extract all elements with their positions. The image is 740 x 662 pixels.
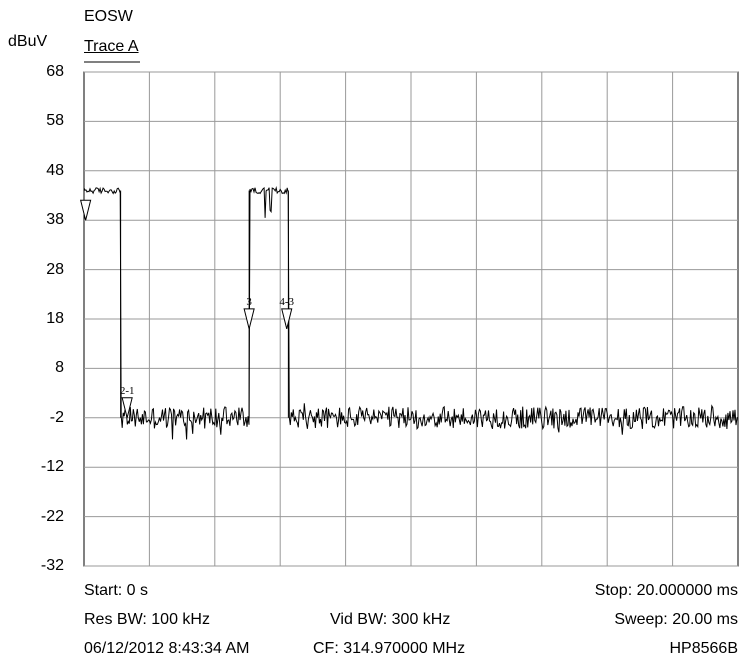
marker-label: 2-1 [120,385,135,397]
marker-triangle [79,199,92,221]
center-frequency-label: CF: 314.970000 MHz [313,640,466,657]
y-tick-label: 28 [46,260,64,278]
res-bw-label: Res BW: 100 kHz [84,611,210,628]
marker-label: 3 [246,296,252,308]
y-tick-label: 8 [55,359,64,377]
marker-triangle [121,397,133,418]
vid-bw-label: Vid BW: 300 kHz [330,611,451,628]
marker-layer: 2-1 3 4-3 [79,199,295,418]
stop-label: Stop: 20.000000 ms [594,582,738,599]
trace-a-path [83,185,739,440]
instrument-label: HP8566B [669,640,739,657]
y-tick-label: -12 [40,458,64,476]
mode-label: EOSW [84,8,133,25]
y-tick-label: 18 [46,310,64,327]
trace-label: Trace A [84,38,139,55]
y-unit-label: dBuV [8,33,48,50]
y-tick-label: 48 [46,161,64,179]
y-tick-label: 38 [46,211,64,229]
sweep-label: Sweep: 20.00 ms [614,611,738,628]
y-tick-label: -22 [40,507,64,525]
trace-a-line [83,185,739,440]
y-tick-label: 58 [46,112,64,130]
y-tick-label: -2 [49,408,64,426]
plot-grid [83,61,739,567]
timestamp-label: 06/12/2012 8:43:34 AM [84,640,250,657]
y-tick-label: -32 [40,557,64,574]
marker-label: 4-3 [279,296,294,308]
y-tick-label: 68 [46,63,64,80]
start-label: Start: 0 s [84,582,149,599]
marker-triangle [243,308,255,330]
marker-triangle [281,308,293,330]
